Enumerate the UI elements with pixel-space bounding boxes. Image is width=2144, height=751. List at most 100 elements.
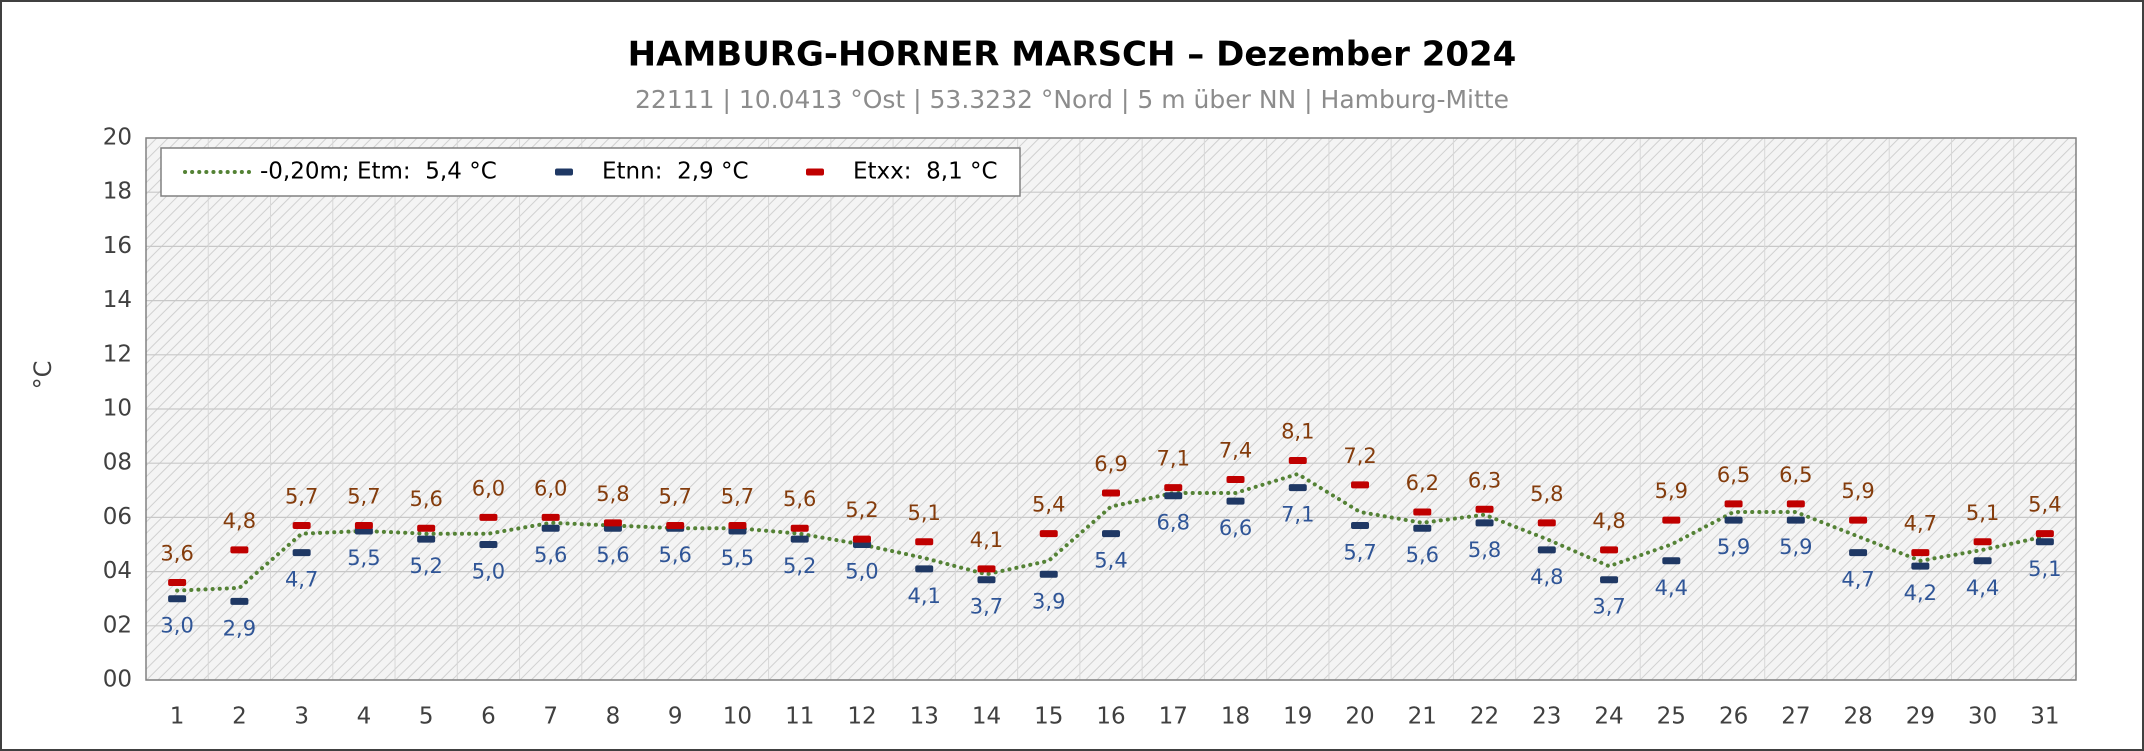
marker xyxy=(2035,530,2054,538)
marker xyxy=(541,524,560,532)
x-tick-label: 25 xyxy=(1657,704,1686,730)
marker xyxy=(728,527,747,535)
data-label: 5,5 xyxy=(347,546,380,570)
x-tick-label: 12 xyxy=(847,704,876,730)
x-tick-label: 21 xyxy=(1408,704,1437,730)
marker xyxy=(915,538,934,546)
x-tick-label: 13 xyxy=(910,704,939,730)
x-tick-label: 18 xyxy=(1221,704,1250,730)
marker xyxy=(168,595,187,603)
data-label: 6,8 xyxy=(1157,511,1190,535)
y-tick-label: 04 xyxy=(103,558,132,584)
data-label: 3,9 xyxy=(1032,589,1065,613)
legend-label: -0,20m; Etm: 5,4 °C xyxy=(260,159,497,185)
x-tick-label: 30 xyxy=(1968,704,1997,730)
marker xyxy=(1849,549,1868,557)
marker xyxy=(1475,505,1494,513)
x-tick-label: 23 xyxy=(1532,704,1561,730)
x-tick-label: 26 xyxy=(1719,704,1748,730)
data-label: 5,1 xyxy=(1966,501,1999,525)
data-label: 5,9 xyxy=(1841,479,1874,503)
marker xyxy=(790,535,809,543)
data-label: 5,6 xyxy=(596,543,629,567)
data-label: 4,2 xyxy=(1904,581,1937,605)
marker xyxy=(354,522,373,530)
plot-border xyxy=(145,137,2077,681)
marker xyxy=(915,565,934,573)
data-label: 4,7 xyxy=(285,568,318,592)
x-tick-label: 5 xyxy=(419,704,434,730)
data-label: 5,8 xyxy=(596,482,629,506)
x-tick-label: 10 xyxy=(723,704,752,730)
legend-label: Etxx: 8,1 °C xyxy=(853,159,998,185)
x-tick-label: 17 xyxy=(1159,704,1188,730)
data-label: 5,4 xyxy=(1094,549,1127,573)
x-tick-label: 16 xyxy=(1096,704,1125,730)
data-label: 6,3 xyxy=(1468,468,1501,492)
data-label: 5,2 xyxy=(845,498,878,522)
data-label: 5,6 xyxy=(783,487,816,511)
x-tick-label: 29 xyxy=(1906,704,1935,730)
marker xyxy=(603,519,622,527)
data-label: 6,5 xyxy=(1779,463,1812,487)
data-label: 5,4 xyxy=(1032,493,1065,517)
legend-swatch xyxy=(806,168,824,176)
y-tick-label: 02 xyxy=(103,612,132,638)
marker xyxy=(1849,516,1868,524)
data-label: 5,8 xyxy=(1530,482,1563,506)
marker xyxy=(292,549,311,557)
data-label: 4,7 xyxy=(1904,512,1937,536)
y-tick-label: 10 xyxy=(103,396,132,422)
marker xyxy=(1413,524,1432,532)
marker xyxy=(1724,500,1743,508)
data-label: 4,8 xyxy=(1530,565,1563,589)
x-tick-label: 2 xyxy=(232,704,247,730)
x-tick-label: 9 xyxy=(668,704,683,730)
data-label: 8,1 xyxy=(1281,419,1314,443)
data-label: 3,7 xyxy=(1592,595,1625,619)
marker xyxy=(1164,484,1183,492)
marker xyxy=(1973,557,1992,565)
x-tick-label: 14 xyxy=(972,704,1001,730)
marker xyxy=(479,541,498,548)
marker xyxy=(852,541,871,548)
y-tick-label: 14 xyxy=(103,287,132,313)
data-label: 5,2 xyxy=(409,554,442,578)
x-tick-label: 6 xyxy=(481,704,496,730)
data-label: 7,1 xyxy=(1157,447,1190,471)
x-tick-label: 27 xyxy=(1781,704,1810,730)
y-tick-label: 16 xyxy=(103,233,132,259)
marker xyxy=(417,524,436,532)
y-tick-label: 06 xyxy=(103,504,132,530)
y-tick-label: 20 xyxy=(103,125,132,151)
series-line xyxy=(175,472,2047,593)
marker xyxy=(977,576,996,584)
marker xyxy=(1226,475,1245,483)
x-tick-label: 22 xyxy=(1470,704,1499,730)
marker xyxy=(1039,530,1058,538)
marker xyxy=(168,578,187,586)
marker xyxy=(1102,489,1120,497)
legend-label: Etnn: 2,9 °C xyxy=(602,159,749,185)
x-tick-label: 7 xyxy=(543,704,558,730)
marker xyxy=(1786,516,1805,524)
x-tick-label: 3 xyxy=(294,704,309,730)
data-label: 5,6 xyxy=(534,543,567,567)
data-label: 7,4 xyxy=(1219,438,1252,462)
data-label: 6,9 xyxy=(1094,452,1127,476)
marker xyxy=(1164,492,1183,500)
data-label: 3,7 xyxy=(970,595,1003,619)
marker xyxy=(1600,546,1619,554)
marker xyxy=(230,546,249,554)
data-label: 5,0 xyxy=(845,560,878,584)
marker xyxy=(1537,546,1556,554)
marker xyxy=(1351,481,1370,489)
data-label: 2,9 xyxy=(223,616,256,640)
marker xyxy=(728,522,747,530)
data-label: 5,7 xyxy=(721,485,754,509)
legend-swatch xyxy=(555,168,573,176)
y-axis-label: °C xyxy=(29,361,57,390)
marker xyxy=(1724,516,1743,524)
data-label: 4,4 xyxy=(1966,576,1999,600)
